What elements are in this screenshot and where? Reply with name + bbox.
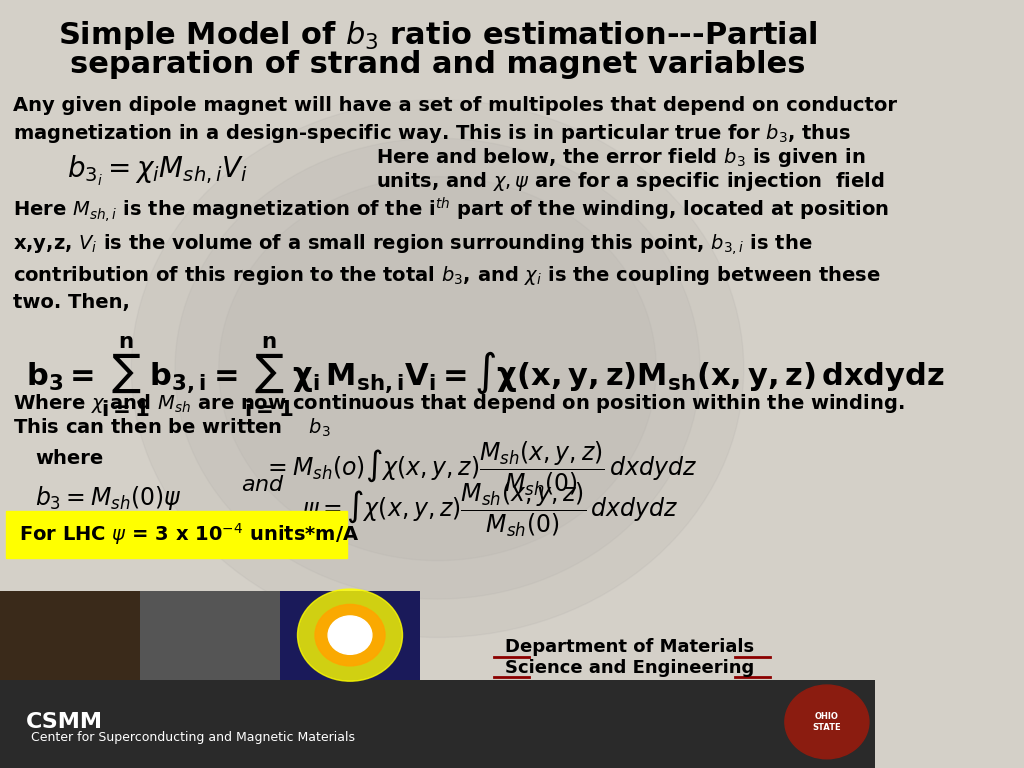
- Text: Any given dipole magnet will have a set of multipoles that depend on conductor
m: Any given dipole magnet will have a set …: [13, 96, 897, 145]
- Text: $\mathbf{b_3 = \sum_{i=1}^{n} b_{3,i} = \sum_{i=1}^{n} \chi_i\, M_{sh,i} V_i = \: $\mathbf{b_3 = \sum_{i=1}^{n} b_{3,i} = …: [27, 334, 945, 419]
- Text: units, and $\chi, \psi$ are for a specific injection  field: units, and $\chi, \psi$ are for a specif…: [376, 170, 885, 194]
- Text: separation of strand and magnet variables: separation of strand and magnet variable…: [70, 50, 805, 79]
- Text: $= M_{sh}(o) \int \chi(x,y,z) \dfrac{M_{sh}(x,y,z)}{M_{sh}(0)}\, dxdydz$: $= M_{sh}(o) \int \chi(x,y,z) \dfrac{M_{…: [262, 439, 696, 498]
- Bar: [0, 680, 876, 768]
- Circle shape: [315, 604, 385, 666]
- Text: where: where: [35, 449, 103, 468]
- Text: Here and below, the error field $b_3$ is given in: Here and below, the error field $b_3$ is…: [376, 146, 865, 169]
- Bar: [140, 591, 280, 680]
- Text: Where $\chi$ and $M_{sh}$ are now continuous that depend on position within the : Where $\chi$ and $M_{sh}$ are now contin…: [13, 392, 905, 415]
- Circle shape: [328, 616, 372, 654]
- Circle shape: [784, 685, 869, 759]
- Text: $\psi = \int \chi(x,y,z) \dfrac{M_{sh}(x,y,z)}{M_{sh}(0)}\, dxdydz$: $\psi = \int \chi(x,y,z) \dfrac{M_{sh}(x…: [302, 480, 679, 538]
- Text: $b_{3_i} = \chi_i M_{sh,i} V_i$: $b_{3_i} = \chi_i M_{sh,i} V_i$: [68, 154, 248, 187]
- Text: Center for Superconducting and Magnetic Materials: Center for Superconducting and Magnetic …: [31, 731, 354, 743]
- Bar: [0, 591, 140, 680]
- Text: $and$: $and$: [241, 475, 285, 495]
- Text: CSMM: CSMM: [27, 712, 103, 732]
- Text: This can then be written    $b_3$: This can then be written $b_3$: [13, 416, 331, 439]
- Text: $b_3 = M_{sh}(0)\psi$: $b_3 = M_{sh}(0)\psi$: [35, 484, 182, 511]
- Text: Simple Model of $b_3$ ratio estimation---Partial: Simple Model of $b_3$ ratio estimation--…: [57, 19, 817, 52]
- Circle shape: [175, 138, 700, 599]
- Text: For LHC $\psi$ = 3 x 10$^{-4}$ units*m/A: For LHC $\psi$ = 3 x 10$^{-4}$ units*m/A: [19, 521, 359, 548]
- Text: OHIO
STATE: OHIO STATE: [813, 712, 841, 732]
- Text: Department of Materials: Department of Materials: [506, 637, 755, 656]
- Circle shape: [131, 100, 743, 637]
- Circle shape: [298, 589, 402, 681]
- FancyBboxPatch shape: [6, 511, 347, 558]
- Text: Science and Engineering: Science and Engineering: [506, 659, 755, 677]
- Text: Here $M_{sh,i}$ is the magnetization of the i$^{th}$ part of the winding, locate: Here $M_{sh,i}$ is the magnetization of …: [13, 196, 889, 312]
- Bar: [280, 591, 420, 680]
- Circle shape: [219, 177, 656, 561]
